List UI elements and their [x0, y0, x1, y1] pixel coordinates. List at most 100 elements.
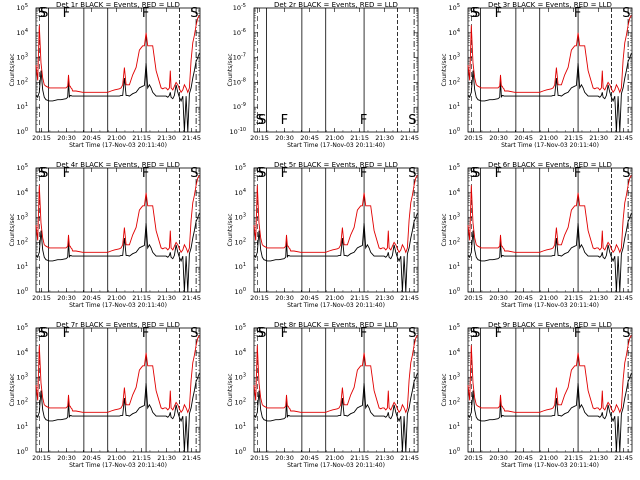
marker-s: S [256, 166, 264, 181]
y-tick-label: 105 [449, 323, 460, 332]
marker-s: S [38, 6, 46, 21]
marker-s: S [470, 166, 478, 181]
y-tick-label: 101 [17, 422, 28, 431]
y-tick-label: 101 [449, 102, 460, 111]
x-axis-label: Start Time (17-Nov-03 20:11:40) [287, 462, 385, 469]
y-axis-label: Counts/sec [9, 53, 16, 86]
y-axis-label: Counts/sec [227, 53, 234, 86]
y-tick-label: 100 [235, 287, 246, 296]
y-tick-label: 101 [17, 102, 28, 111]
marker-s: S [258, 113, 266, 128]
series-line-events [467, 213, 632, 293]
x-tick-label: 21:45 [400, 294, 419, 302]
series-line-lld [253, 335, 418, 414]
x-axis-label: Start Time (17-Nov-03 20:11:40) [69, 302, 167, 309]
marker-s: S [470, 326, 478, 341]
marker-s: S [472, 326, 480, 341]
panel-title: Det 6r BLACK = Events, RED = LLD [488, 161, 612, 169]
y-tick-label: 101 [17, 262, 28, 271]
marker-s: S [622, 326, 630, 341]
y-tick-label: 101 [235, 422, 246, 431]
marker-s: S [190, 6, 198, 21]
panel-title: Det 8r BLACK = Events, RED = LLD [274, 321, 398, 329]
x-tick-label: 21:45 [614, 294, 633, 302]
y-tick-label: 101 [449, 262, 460, 271]
y-tick-label: 105 [235, 323, 246, 332]
series-line-lld [35, 335, 200, 414]
x-tick-label: 20:45 [300, 294, 319, 302]
x-axis-label: Start Time (17-Nov-03 20:11:40) [287, 142, 385, 149]
marker-f: F [574, 6, 581, 21]
series-line-events [253, 213, 418, 293]
panel-det-4r: Det 4r BLACK = Events, RED = LLD 100 101 10… [9, 161, 201, 309]
y-tick-label: 101 [449, 422, 460, 431]
x-tick-label: 20:30 [275, 454, 294, 462]
x-tick-label: 20:30 [489, 454, 508, 462]
marker-s: S [40, 6, 48, 21]
plot-frame [253, 327, 419, 453]
x-tick-label: 21:45 [614, 454, 633, 462]
panel-det-8r: Det 8r BLACK = Events, RED = LLD 100 101 10… [227, 321, 419, 469]
x-tick-label: 21:45 [400, 454, 419, 462]
marker-f: F [574, 326, 581, 341]
y-tick-label: 102 [449, 237, 460, 246]
panel-title: Det 5r BLACK = Events, RED = LLD [274, 161, 398, 169]
marker-f: F [360, 113, 367, 128]
y-tick-label: 103 [449, 53, 460, 62]
panel-title: Det 2r BLACK = Events, RED = LLD [274, 1, 398, 9]
x-tick-label: 21:15 [350, 294, 369, 302]
marker-s: S [256, 113, 264, 128]
y-tick-label: 100 [17, 127, 28, 136]
marker-s: S [256, 326, 264, 341]
y-tick-label: 104 [17, 348, 28, 357]
x-tick-label: 21:15 [564, 134, 583, 142]
x-tick-label: 21:00 [325, 134, 344, 142]
x-tick-label: 20:30 [489, 294, 508, 302]
panel-title: Det 1r BLACK = Events, RED = LLD [56, 1, 180, 9]
marker-s: S [38, 166, 46, 181]
plot-frame [35, 7, 201, 133]
marker-f: F [574, 166, 581, 181]
x-tick-label: 20:45 [300, 454, 319, 462]
marker-f: F [281, 113, 288, 128]
x-tick-label: 21:15 [132, 294, 151, 302]
x-tick-label: 21:00 [107, 134, 126, 142]
y-tick-label: 100 [235, 447, 246, 456]
y-tick-label: 104 [235, 188, 246, 197]
y-tick-label: 104 [449, 188, 460, 197]
y-tick-label: 102 [235, 397, 246, 406]
y-tick-label: 103 [449, 213, 460, 222]
marker-f: F [281, 166, 288, 181]
marker-s: S [190, 326, 198, 341]
x-tick-label: 20:45 [514, 454, 533, 462]
x-tick-label: 21:30 [157, 134, 176, 142]
x-tick-label: 20:30 [57, 294, 76, 302]
x-tick-label: 21:45 [182, 134, 201, 142]
series-line-lld [253, 175, 418, 254]
marker-s: S [40, 326, 48, 341]
y-tick-label: 103 [235, 373, 246, 382]
y-axis-label: Counts/sec [9, 213, 16, 246]
y-tick-label: 100 [449, 447, 460, 456]
marker-f: F [281, 326, 288, 341]
series-line-lld [35, 15, 200, 94]
x-axis-label: Start Time (17-Nov-03 20:11:40) [69, 462, 167, 469]
series-line-events [467, 373, 632, 453]
y-tick-label: 100 [17, 287, 28, 296]
plot-frame [253, 7, 419, 133]
panel-title: Det 4r BLACK = Events, RED = LLD [56, 161, 180, 169]
y-tick-label: 10-7 [233, 53, 246, 62]
marker-f: F [495, 6, 502, 21]
y-tick-label: 10-8 [233, 77, 246, 86]
marker-f: F [495, 326, 502, 341]
x-tick-label: 21:00 [107, 294, 126, 302]
x-tick-label: 21:00 [107, 454, 126, 462]
y-tick-label: 105 [17, 163, 28, 172]
x-tick-label: 20:45 [514, 294, 533, 302]
marker-s: S [40, 166, 48, 181]
x-tick-label: 20:30 [275, 134, 294, 142]
y-axis-label: Counts/sec [227, 373, 234, 406]
marker-s: S [622, 6, 630, 21]
plot-frame [253, 167, 419, 293]
